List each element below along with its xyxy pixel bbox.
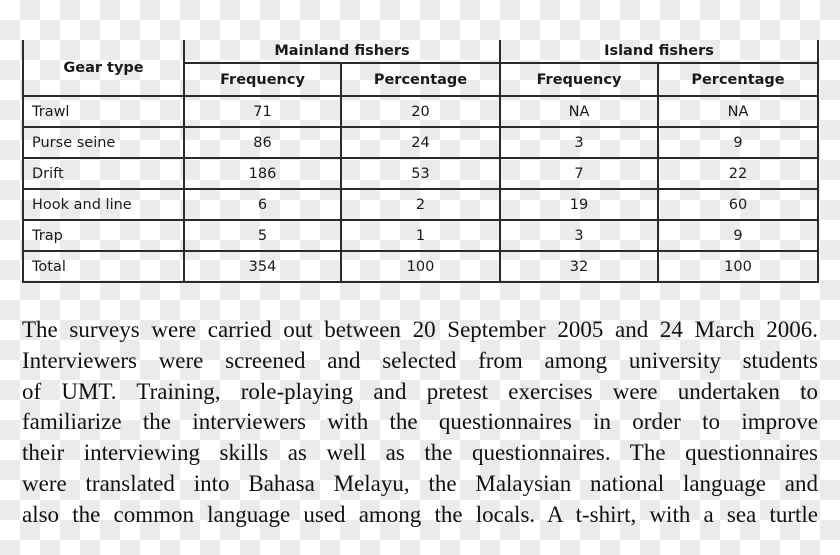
- cell-i-pct: 22: [657, 157, 819, 190]
- cell-gear: Hook and line: [22, 188, 185, 221]
- cell-i-freq: NA: [499, 95, 659, 128]
- table-row: Trap 5 1 3 9: [22, 219, 819, 252]
- paragraph-line: Interviewers were screened and selected …: [22, 347, 818, 373]
- table-row: Trawl 71 20 NA NA: [22, 95, 819, 128]
- cell-m-pct: 24: [340, 126, 501, 159]
- paragraph-line: were translated into Bahasa Melayu, the …: [22, 470, 818, 496]
- cell-gear: Trawl: [22, 95, 185, 128]
- cell-i-freq: 32: [499, 250, 659, 283]
- paragraph-line: The surveys were carried out between 20 …: [22, 317, 818, 342]
- paragraph-line: familiarize the interviewers with the qu…: [22, 409, 818, 435]
- cell-gear: Purse seine: [22, 126, 185, 159]
- cell-i-pct: 9: [657, 126, 819, 159]
- table-row: Total 354 100 32 100: [22, 250, 819, 283]
- header-island-fishers: Island fishers: [499, 40, 819, 64]
- cell-m-pct: 100: [340, 250, 501, 283]
- cell-i-pct: 60: [657, 188, 819, 221]
- cell-i-pct: 9: [657, 219, 819, 252]
- cell-m-pct: 2: [340, 188, 501, 221]
- paragraph-line: of UMT. Training, role-playing and prete…: [22, 378, 818, 404]
- cell-i-pct: 100: [657, 250, 819, 283]
- paragraph-line: also the common language used among the …: [22, 501, 818, 527]
- cell-m-freq: 71: [183, 95, 342, 128]
- cell-m-freq: 86: [183, 126, 342, 159]
- cell-m-freq: 186: [183, 157, 342, 190]
- cell-gear: Trap: [22, 219, 185, 252]
- header-mainland-fishers: Mainland fishers: [183, 40, 501, 64]
- paragraph-line: their interviewing skills as well as the…: [22, 440, 818, 466]
- cell-m-freq: 6: [183, 188, 342, 221]
- cell-gear: Total: [22, 250, 185, 283]
- cell-m-pct: 53: [340, 157, 501, 190]
- cell-i-freq: 19: [499, 188, 659, 221]
- cell-gear: Drift: [22, 157, 185, 190]
- cell-m-pct: 1: [340, 219, 501, 252]
- body-paragraph: The surveys were carried out between 20 …: [22, 315, 818, 531]
- cell-i-freq: 7: [499, 157, 659, 190]
- table-row: Purse seine 86 24 3 9: [22, 126, 819, 159]
- cell-i-pct: NA: [657, 95, 819, 128]
- table-row: Hook and line 6 2 19 60: [22, 188, 819, 221]
- cell-i-freq: 3: [499, 219, 659, 252]
- cell-m-freq: 354: [183, 250, 342, 283]
- table-row: Drift 186 53 7 22: [22, 157, 819, 190]
- header-mainland-percentage: Percentage: [340, 62, 501, 97]
- cell-m-pct: 20: [340, 95, 501, 128]
- header-island-frequency: Frequency: [499, 62, 659, 97]
- header-gear-type: Gear type: [22, 40, 185, 97]
- gear-type-table: Gear type Mainland fishers Island fisher…: [22, 40, 819, 283]
- cell-m-freq: 5: [183, 219, 342, 252]
- cell-i-freq: 3: [499, 126, 659, 159]
- header-island-percentage: Percentage: [657, 62, 819, 97]
- header-mainland-frequency: Frequency: [183, 62, 342, 97]
